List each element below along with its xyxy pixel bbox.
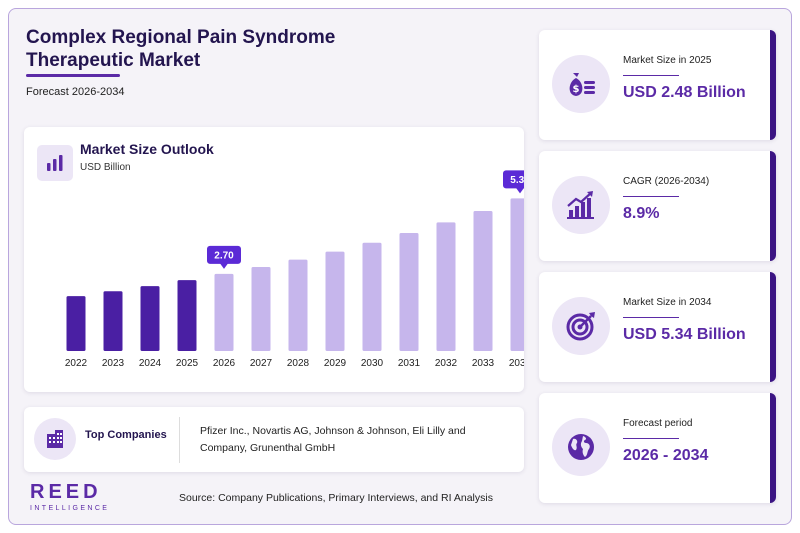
title-underline bbox=[26, 74, 120, 77]
svg-text:2.70: 2.70 bbox=[214, 250, 234, 261]
chart-title: Market Size Outlook bbox=[80, 141, 214, 157]
bar-2027 bbox=[251, 267, 271, 351]
stat-label: CAGR (2026-2034) bbox=[623, 176, 710, 187]
stat-card-cagr: CAGR (2026-2034) 8.9% bbox=[539, 151, 776, 261]
stat-value: 2026 - 2034 bbox=[623, 447, 709, 464]
data-label-2034: 5.34 bbox=[503, 170, 524, 194]
x-tick-label-2028: 2028 bbox=[287, 358, 310, 369]
growth-chart-icon bbox=[552, 176, 610, 234]
top-companies-card: Top Companies Pfizer Inc., Novartis AG, … bbox=[24, 407, 524, 472]
stat-card-forecast-period: Forecast period 2026 - 2034 bbox=[539, 393, 776, 503]
bar-2029 bbox=[325, 251, 345, 351]
logo-sub-text: INTELLIGENCE bbox=[30, 505, 110, 512]
source-note: Source: Company Publications, Primary In… bbox=[179, 492, 493, 504]
svg-text:5.34: 5.34 bbox=[510, 175, 524, 186]
stat-value: USD 5.34 Billion bbox=[623, 326, 746, 343]
x-tick-label-2031: 2031 bbox=[398, 358, 421, 369]
divider bbox=[179, 417, 180, 463]
bar-2025 bbox=[177, 280, 197, 351]
x-tick-label-2025: 2025 bbox=[176, 358, 199, 369]
stat-card-market-size-2025: $ Market Size in 2025 USD 2.48 Billion bbox=[539, 30, 776, 140]
x-tick-label-2032: 2032 bbox=[435, 358, 458, 369]
top-companies-list: Pfizer Inc., Novartis AG, Johnson & John… bbox=[200, 425, 466, 454]
page-title: Complex Regional Pain Syndrome Therapeut… bbox=[26, 27, 336, 71]
stat-card-market-size-2034: Market Size in 2034 USD 5.34 Billion bbox=[539, 272, 776, 382]
stat-label: Market Size in 2034 bbox=[623, 297, 712, 308]
stat-value: 8.9% bbox=[623, 205, 660, 222]
x-tick-label-2022: 2022 bbox=[65, 358, 88, 369]
svg-text:$: $ bbox=[573, 84, 580, 95]
bar-2028 bbox=[288, 259, 308, 351]
x-tick-label-2026: 2026 bbox=[213, 358, 236, 369]
stat-divider bbox=[623, 75, 679, 76]
reed-intelligence-logo: REED INTELLIGENCE bbox=[30, 482, 130, 512]
top-companies-label: Top Companies bbox=[85, 429, 167, 441]
x-tick-label-2027: 2027 bbox=[250, 358, 273, 369]
logo-main-text: REED bbox=[30, 481, 102, 503]
chart-card: 2022 2023 2024 2025 2026 2.70 2027 2028 2029 2030… bbox=[24, 127, 524, 392]
chart-unit: USD Billion bbox=[80, 162, 131, 173]
x-tick-label-2024: 2024 bbox=[139, 358, 162, 369]
stat-label: Market Size in 2025 bbox=[623, 55, 712, 66]
bar-2024 bbox=[140, 286, 160, 351]
bar-2022 bbox=[66, 296, 86, 351]
page-subtitle: Forecast 2026-2034 bbox=[26, 86, 125, 98]
stat-divider bbox=[623, 317, 679, 318]
bar-2034 bbox=[510, 198, 524, 351]
money-bag-icon: $ bbox=[552, 55, 610, 113]
bar-2032 bbox=[436, 222, 456, 351]
bar-2031 bbox=[399, 233, 419, 351]
stat-divider bbox=[623, 196, 679, 197]
stat-label: Forecast period bbox=[623, 418, 693, 429]
x-tick-label-2030: 2030 bbox=[361, 358, 384, 369]
bar-2033 bbox=[473, 211, 493, 351]
bar-chart: 2022 2023 2024 2025 2026 2.70 2027 2028 2029 2030… bbox=[65, 170, 524, 369]
stat-divider bbox=[623, 438, 679, 439]
data-label-2026: 2.70 bbox=[207, 245, 241, 269]
bar-2026 bbox=[214, 273, 234, 351]
bar-2023 bbox=[103, 291, 123, 351]
x-tick-label-2029: 2029 bbox=[324, 358, 347, 369]
bar-2030 bbox=[362, 242, 382, 351]
x-tick-label-2023: 2023 bbox=[102, 358, 125, 369]
bar-chart-icon bbox=[37, 145, 73, 181]
globe-icon bbox=[552, 418, 610, 476]
x-tick-label-2033: 2033 bbox=[472, 358, 495, 369]
target-icon bbox=[552, 297, 610, 355]
stat-value: USD 2.48 Billion bbox=[623, 84, 746, 101]
building-icon bbox=[34, 418, 76, 460]
x-tick-label-2034: 2034 bbox=[509, 358, 524, 369]
